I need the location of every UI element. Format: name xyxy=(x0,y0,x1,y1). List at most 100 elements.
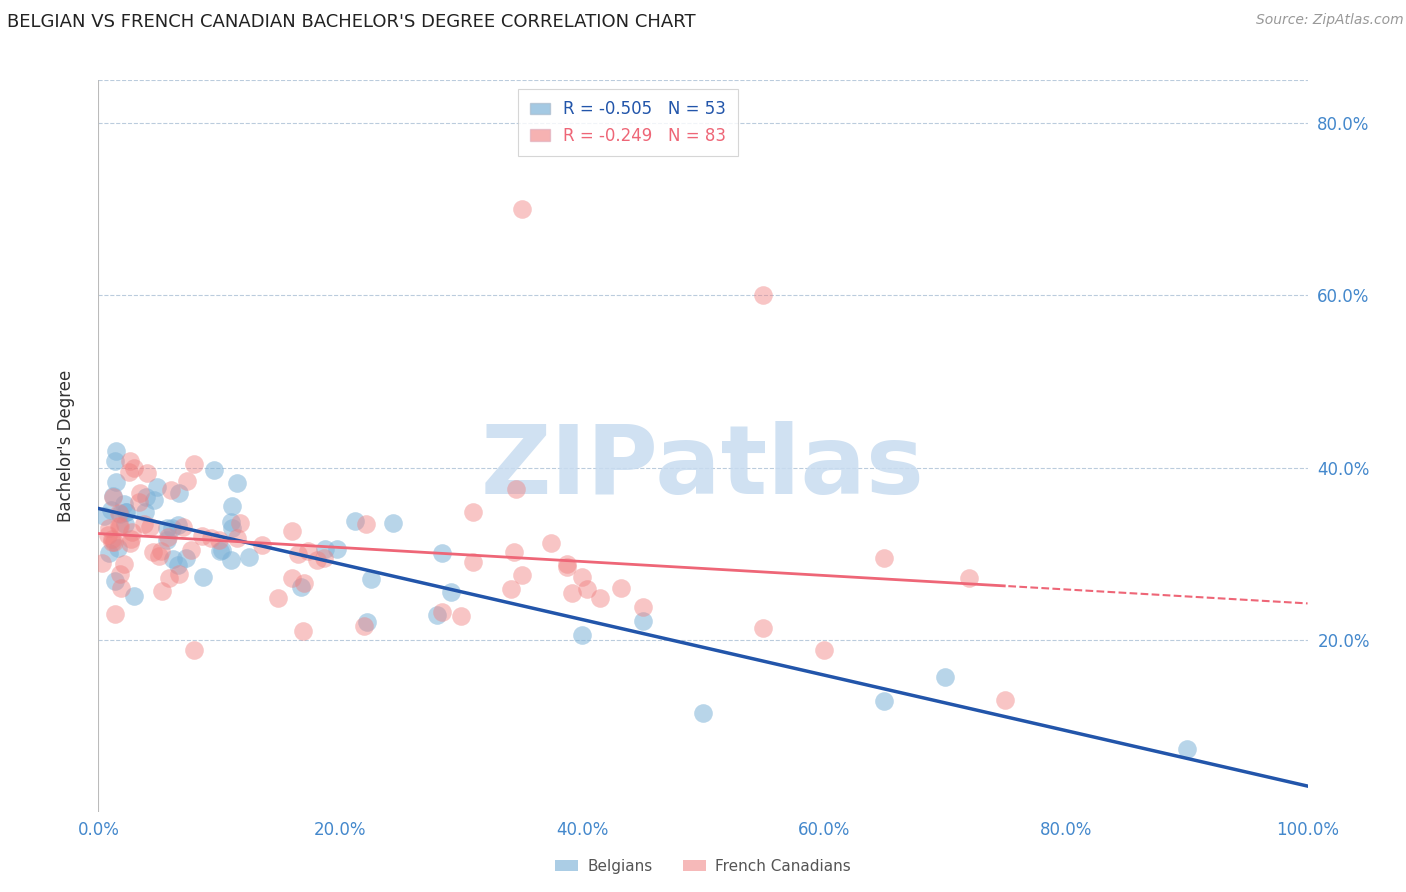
Point xyxy=(118,453,141,467)
Point xyxy=(1175,742,1198,756)
Point xyxy=(461,505,484,519)
Point xyxy=(208,544,231,558)
Point xyxy=(157,571,180,585)
Point xyxy=(104,453,127,467)
Point xyxy=(167,518,190,533)
Point xyxy=(557,560,579,574)
Point xyxy=(994,692,1017,706)
Point xyxy=(101,490,124,504)
Point xyxy=(105,444,128,458)
Point xyxy=(121,524,143,539)
Point xyxy=(291,624,314,638)
Text: Source: ZipAtlas.com: Source: ZipAtlas.com xyxy=(1256,13,1403,28)
Point xyxy=(145,480,167,494)
Point xyxy=(91,556,114,570)
Point xyxy=(267,591,290,605)
Point xyxy=(501,582,523,596)
Point xyxy=(297,544,319,558)
Point xyxy=(103,489,125,503)
Point xyxy=(156,521,179,535)
Point xyxy=(571,628,593,642)
Point xyxy=(98,546,121,560)
Point xyxy=(174,550,197,565)
Point xyxy=(134,505,156,519)
Point xyxy=(150,583,173,598)
Point xyxy=(238,549,260,564)
Point xyxy=(167,558,190,573)
Point xyxy=(100,535,122,549)
Point xyxy=(97,521,120,535)
Point xyxy=(134,517,156,532)
Point xyxy=(208,533,231,548)
Point xyxy=(211,543,233,558)
Point xyxy=(162,552,184,566)
Point xyxy=(353,618,375,632)
Point xyxy=(502,545,524,559)
Point xyxy=(314,541,336,556)
Y-axis label: Bachelor's Degree: Bachelor's Degree xyxy=(56,370,75,522)
Point xyxy=(169,485,191,500)
Point xyxy=(108,506,131,520)
Point xyxy=(575,582,598,596)
Text: BELGIAN VS FRENCH CANADIAN BACHELOR'S DEGREE CORRELATION CHART: BELGIAN VS FRENCH CANADIAN BACHELOR'S DE… xyxy=(7,13,696,31)
Point xyxy=(226,476,249,491)
Point xyxy=(114,516,136,531)
Point xyxy=(280,571,302,585)
Point xyxy=(873,694,896,708)
Point xyxy=(510,568,533,582)
Point xyxy=(107,541,129,555)
Point xyxy=(176,474,198,488)
Point xyxy=(381,516,404,531)
Point xyxy=(160,483,183,497)
Point xyxy=(104,475,127,490)
Point xyxy=(136,467,159,481)
Point xyxy=(426,608,449,623)
Point xyxy=(129,486,152,500)
Point xyxy=(183,643,205,657)
Point xyxy=(114,505,136,519)
Point xyxy=(957,571,980,585)
Point xyxy=(112,497,135,511)
Point xyxy=(118,535,141,549)
Point xyxy=(104,607,127,621)
Legend: R = -0.505   N = 53, R = -0.249   N = 83: R = -0.505 N = 53, R = -0.249 N = 83 xyxy=(517,88,738,156)
Point xyxy=(108,566,131,581)
Point xyxy=(560,586,582,600)
Point xyxy=(510,202,533,217)
Point xyxy=(326,542,349,557)
Point xyxy=(156,530,179,544)
Point xyxy=(631,615,654,629)
Point xyxy=(934,670,956,684)
Point xyxy=(305,553,328,567)
Point xyxy=(135,490,157,504)
Point xyxy=(752,288,775,302)
Point xyxy=(430,605,453,619)
Point xyxy=(200,531,222,545)
Point xyxy=(180,543,202,558)
Point xyxy=(191,570,214,584)
Point xyxy=(110,581,132,595)
Point xyxy=(108,518,131,533)
Point xyxy=(108,507,131,521)
Point xyxy=(97,527,120,541)
Point xyxy=(463,555,485,569)
Point xyxy=(118,465,141,479)
Point xyxy=(142,545,165,559)
Point xyxy=(440,584,463,599)
Point xyxy=(121,532,143,546)
Point xyxy=(204,463,226,477)
Point xyxy=(143,493,166,508)
Point xyxy=(108,518,131,533)
Point xyxy=(122,589,145,603)
Text: ZIPatlas: ZIPatlas xyxy=(481,421,925,515)
Point xyxy=(312,550,335,565)
Point xyxy=(100,503,122,517)
Point xyxy=(250,538,273,552)
Point xyxy=(160,521,183,535)
Point xyxy=(430,546,453,560)
Point xyxy=(555,558,578,572)
Point xyxy=(104,574,127,588)
Point xyxy=(183,457,205,471)
Point xyxy=(589,591,612,605)
Point xyxy=(571,570,593,584)
